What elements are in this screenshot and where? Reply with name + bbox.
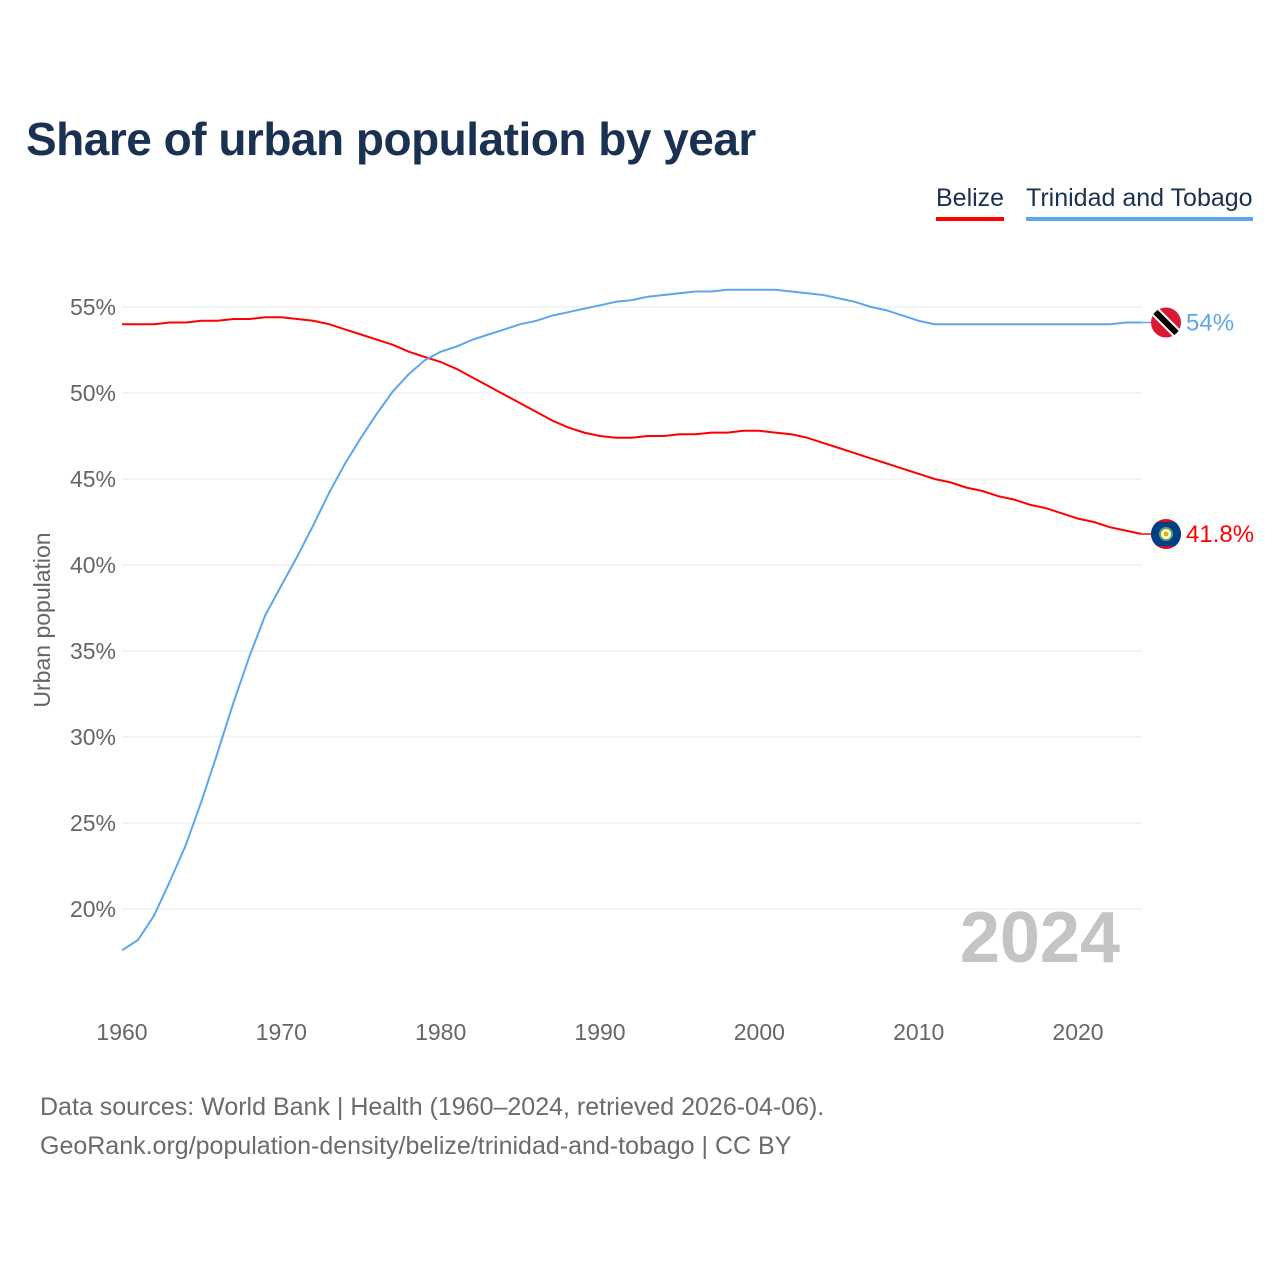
year-watermark: 2024 — [960, 898, 1120, 978]
x-tick-label: 1970 — [256, 1019, 307, 1045]
y-tick-label: 55% — [70, 294, 116, 320]
end-value-label: 54% — [1186, 309, 1234, 336]
trinidad-flag-icon — [1151, 307, 1181, 338]
x-tick-label: 1990 — [574, 1019, 625, 1045]
x-tick-label: 2020 — [1052, 1019, 1103, 1045]
y-tick-label: 35% — [70, 638, 116, 664]
source-line: Data sources: World Bank | Health (1960–… — [40, 1093, 825, 1121]
legend-item-belize[interactable]: Belize — [936, 184, 1005, 221]
x-tick-label: 2010 — [893, 1019, 944, 1045]
y-tick-label: 30% — [70, 724, 116, 750]
series-line-belize[interactable] — [122, 316, 1142, 535]
chart-title: Share of urban population by year — [26, 113, 756, 165]
x-tick-label: 1960 — [96, 1019, 147, 1045]
y-tick-label: 50% — [70, 380, 116, 406]
source-link[interactable]: GeoRank.org/population-density/belize/tr… — [40, 1132, 792, 1160]
y-tick-label: 40% — [70, 552, 116, 578]
y-tick-label: 45% — [70, 466, 116, 492]
series-line-trinidad-and-tobago[interactable] — [121, 288, 1142, 952]
x-tick-label: 1980 — [415, 1019, 466, 1045]
y-tick-label: 25% — [70, 810, 116, 836]
y-axis-label: Urban population — [29, 532, 55, 707]
source-note: Data sources: World Bank | Health (1960–… — [40, 1088, 824, 1166]
legend-item-trinidad-and-tobago[interactable]: Trinidad and Tobago — [1026, 184, 1253, 221]
y-tick-label: 20% — [70, 896, 116, 922]
end-value-label: 41.8% — [1186, 521, 1254, 548]
belize-flag-icon — [1151, 519, 1181, 550]
x-tick-label: 2000 — [734, 1019, 785, 1045]
